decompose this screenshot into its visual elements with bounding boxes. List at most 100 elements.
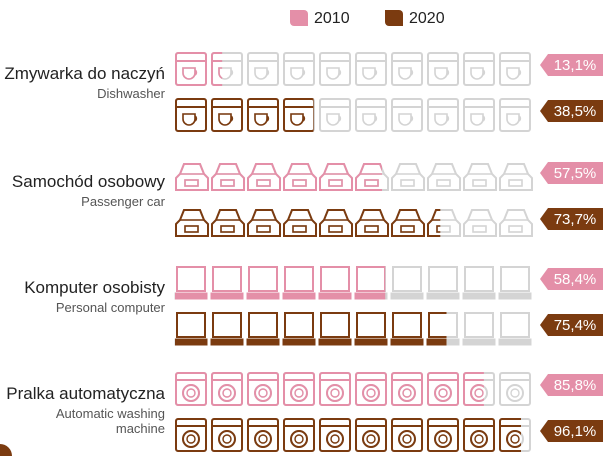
icon-body [427, 163, 461, 191]
icon-drum-inner [366, 434, 376, 444]
icon-base [282, 338, 316, 346]
icon-body [500, 53, 530, 85]
icon-body [247, 52, 279, 86]
icon-cup [254, 113, 270, 126]
category-subtitle: Passenger car [81, 194, 165, 209]
icon-body [427, 372, 459, 406]
icon-body [211, 52, 243, 86]
icon-grille [184, 225, 199, 233]
icon-screen [284, 266, 314, 292]
icon-base [246, 338, 280, 346]
icon-body [427, 52, 459, 86]
icon-screen [176, 266, 206, 292]
icon-body [319, 52, 351, 86]
icon-grille [328, 225, 343, 233]
category-subtitle: Personal computer [55, 300, 165, 315]
icon-drum [218, 384, 236, 402]
icon-body [175, 163, 209, 191]
icon-base [426, 292, 460, 300]
icon-screen [176, 312, 206, 338]
value-tag [540, 208, 603, 230]
icon-grille [292, 179, 307, 187]
icon-body [175, 52, 207, 86]
icon-body [463, 209, 497, 237]
icon-drum [326, 384, 344, 402]
icon-grille [184, 179, 199, 187]
icon-screen [176, 266, 206, 292]
value-tag [540, 374, 603, 396]
icon-screen [464, 312, 494, 338]
icon-cup [362, 67, 378, 80]
icon-body [175, 372, 207, 406]
icon-drum-inner [474, 434, 484, 444]
icon-drum-inner [474, 388, 484, 398]
icon-screen [356, 312, 386, 338]
icon-drum-inner [186, 434, 196, 444]
icon-body [283, 209, 317, 237]
icon-body [247, 209, 281, 237]
icon-screen [212, 312, 242, 338]
icon-drum-inner [510, 434, 520, 444]
icon-grille [472, 225, 487, 233]
value-label: 57,5% [554, 165, 597, 182]
icon-screen [465, 313, 493, 337]
icon-drum-inner [402, 388, 412, 398]
icon-body [391, 98, 423, 132]
icon-cup [182, 113, 198, 126]
icon-base [246, 292, 280, 300]
value-tag [540, 268, 603, 290]
icon-drum-inner [294, 388, 304, 398]
legend-label: 2010 [314, 10, 350, 27]
icon-screen [284, 312, 314, 338]
pictogram-fill [175, 418, 521, 452]
icon-row-background [175, 98, 531, 132]
icon-drum-inner [402, 434, 412, 444]
icon-drum [398, 430, 416, 448]
icon-cup [254, 67, 270, 80]
icon-screen [429, 267, 457, 291]
icon-body [248, 53, 278, 85]
icon-drum [434, 384, 452, 402]
icon-body [319, 209, 353, 237]
corner-decoration [0, 444, 12, 456]
icon-body [499, 418, 521, 452]
icon-grille [436, 225, 451, 233]
icon-grille [400, 225, 415, 233]
icon-cup [290, 67, 306, 80]
icon-drum [182, 430, 200, 448]
icon-body [247, 98, 279, 132]
icon-body [355, 418, 387, 452]
value-label: 13,1% [554, 57, 597, 74]
icon-screen [392, 266, 422, 292]
icon-grille [292, 225, 307, 233]
icon-base [354, 292, 386, 300]
icon-base [210, 292, 244, 300]
icon-screen [320, 266, 350, 292]
icon-grille [220, 179, 235, 187]
icon-grille [436, 225, 441, 233]
icon-screen [248, 312, 278, 338]
icon-body [283, 418, 315, 452]
icon-screen [284, 312, 314, 338]
icon-body [499, 163, 533, 191]
icon-drum [254, 430, 272, 448]
icon-body [499, 372, 531, 406]
icon-body [355, 163, 382, 191]
icon-cup [470, 67, 486, 80]
icon-drum [398, 384, 416, 402]
icon-screen [212, 266, 242, 292]
icon-drum [470, 384, 484, 402]
icon-grille [256, 179, 271, 187]
icon-body [211, 98, 243, 132]
icon-base [210, 338, 244, 346]
icon-body [211, 163, 245, 191]
value-tag [540, 54, 603, 76]
icon-base [462, 338, 496, 346]
icon-body [463, 98, 495, 132]
icon-body [319, 98, 351, 132]
icon-body [391, 163, 425, 191]
pictogram-fill [175, 266, 457, 300]
icon-body [283, 372, 315, 406]
icon-base [175, 338, 208, 346]
value-tag [540, 314, 603, 336]
